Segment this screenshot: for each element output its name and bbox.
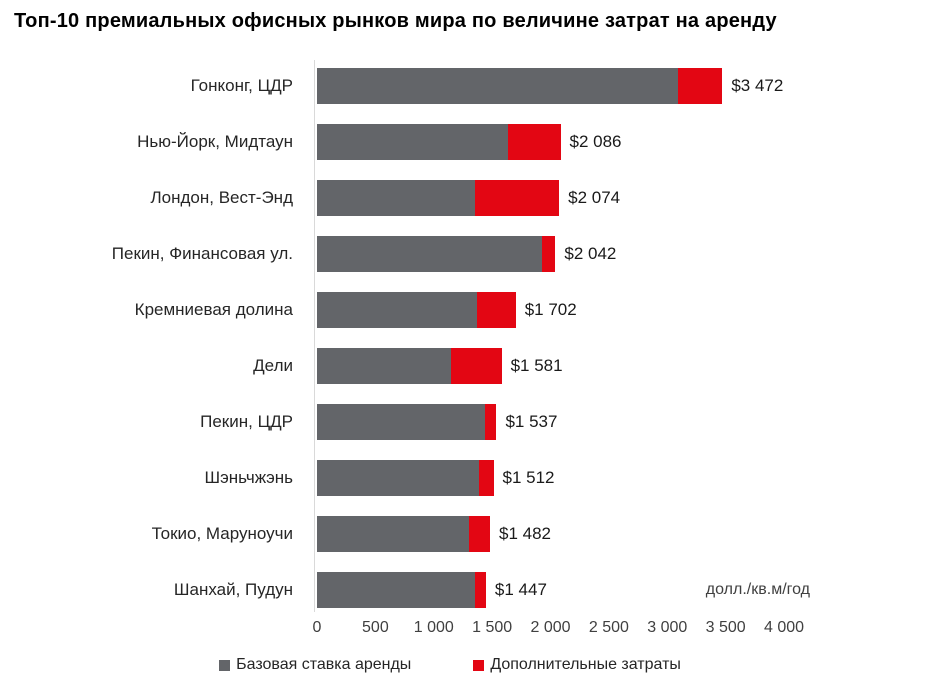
total-value-label: $1 512 — [502, 468, 555, 487]
total-value-label: $2 042 — [564, 244, 617, 263]
bar-track: $2 086 — [317, 124, 622, 160]
bar-segment-base-rent — [317, 516, 469, 552]
total-value-label: $3 472 — [731, 76, 784, 95]
bar-row: Нью-Йорк, Мидтаун $2 086 — [0, 114, 948, 170]
total-value-label: $1 537 — [505, 412, 558, 431]
total-value-label: $2 086 — [569, 132, 622, 151]
bar-segment-base-rent — [317, 236, 543, 272]
legend-label: Базовая ставка аренды — [236, 656, 412, 673]
bar-segment-base-rent — [317, 460, 480, 496]
bar-segment-additional-costs — [451, 348, 502, 384]
x-axis-unit-label: долл./кв.м/год — [705, 581, 810, 598]
bar-track: $1 447 — [317, 572, 547, 608]
x-axis-tick-label: 2 000 — [530, 619, 571, 636]
y-axis-line — [314, 60, 315, 612]
bar-track: $1 537 — [317, 404, 557, 440]
bar-segment-base-rent — [317, 68, 679, 104]
bar-segment-base-rent — [317, 348, 452, 384]
bar-row: Лондон, Вест-Энд $2 074 — [0, 170, 948, 226]
bar-segment-base-rent — [317, 124, 508, 160]
category-label: Пекин, Финансовая ул. — [111, 244, 293, 263]
additional-costs-swatch-icon — [473, 659, 485, 671]
bar-row: Дели $1 581 — [0, 338, 948, 394]
bar-segment-base-rent — [317, 180, 476, 216]
bar-segment-additional-costs — [507, 124, 561, 160]
bar-segment-additional-costs — [475, 572, 486, 608]
bar-segment-additional-costs — [485, 404, 497, 440]
bar-row: Шанхай, Пудун $1 447 — [0, 562, 948, 618]
bar-track: $3 472 — [317, 68, 783, 104]
x-axis-tick-label: 4 000 — [763, 619, 805, 636]
bar-segment-base-rent — [317, 404, 486, 440]
total-value-label: $1 581 — [510, 356, 563, 375]
legend-item-base-rent: Базовая ставка аренды — [219, 656, 411, 674]
x-axis-tick-label: 500 — [362, 619, 389, 636]
category-label: Шанхай, Пудун — [173, 580, 293, 599]
category-label: Дели — [253, 356, 293, 375]
x-axis: 0 500 1 000 1 500 2 000 2 500 3 000 3 500 4 000 — [313, 619, 804, 639]
x-axis-tick-label: 1 000 — [413, 619, 454, 636]
total-value-label: $1 702 — [524, 300, 577, 319]
bar-row: Токио, Маруноучи $1 482 — [0, 506, 948, 562]
category-label: Нью-Йорк, Мидтаун — [137, 132, 293, 151]
bar-segment-additional-costs — [475, 180, 560, 216]
legend-item-additional-costs: Дополнительные затраты — [473, 656, 681, 674]
bar-segment-additional-costs — [476, 292, 516, 328]
bar-segment-base-rent — [317, 572, 476, 608]
bar-track: $2 042 — [317, 236, 616, 272]
category-label: Пекин, ЦДР — [200, 412, 293, 431]
bar-row: Кремниевая долина $1 702 — [0, 282, 948, 338]
bar-track: $1 512 — [317, 460, 555, 496]
total-value-label: $2 074 — [568, 188, 621, 207]
bar-row: Гонконг, ЦДР $3 472 — [0, 58, 948, 114]
bar-segment-additional-costs — [468, 516, 491, 552]
legend: Базовая ставка аренды Дополнительные зат… — [0, 656, 900, 674]
bar-row: Шэньчжэнь $1 512 — [0, 450, 948, 506]
bar-segment-base-rent — [317, 292, 477, 328]
x-axis-tick-label: 0 — [312, 619, 322, 636]
category-label: Шэньчжэнь — [204, 468, 293, 487]
bar-track: $2 074 — [317, 180, 620, 216]
x-axis-tick-label: 3 500 — [705, 619, 746, 636]
x-axis-tick-label: 2 500 — [588, 619, 629, 636]
category-label: Токио, Маруноучи — [151, 524, 293, 543]
bar-track: $1 482 — [317, 516, 551, 552]
chart-title: Топ-10 премиальных офисных рынков мира п… — [14, 10, 777, 32]
legend-label: Дополнительные затраты — [490, 656, 681, 673]
bar-segment-additional-costs — [479, 460, 494, 496]
bar-track: $1 702 — [317, 292, 577, 328]
bar-row: Пекин, ЦДР $1 537 — [0, 394, 948, 450]
x-axis-tick-label: 3 000 — [647, 619, 688, 636]
category-label: Лондон, Вест-Энд — [150, 188, 293, 207]
total-value-label: $1 482 — [499, 524, 552, 543]
category-label: Кремниевая долина — [134, 300, 293, 319]
base-rent-swatch-icon — [219, 659, 231, 671]
x-axis-tick-label: 1 500 — [472, 619, 513, 636]
bar-segment-additional-costs — [678, 68, 723, 104]
bar-track: $1 581 — [317, 348, 563, 384]
total-value-label: $1 447 — [494, 580, 547, 599]
plot-area: Гонконг, ЦДР $3 472 Нью-Йорк, Мидтаун $2 08… — [0, 58, 948, 618]
category-label: Гонконг, ЦДР — [190, 76, 293, 95]
bar-row: Пекин, Финансовая ул. $2 042 — [0, 226, 948, 282]
bar-segment-additional-costs — [542, 236, 556, 272]
